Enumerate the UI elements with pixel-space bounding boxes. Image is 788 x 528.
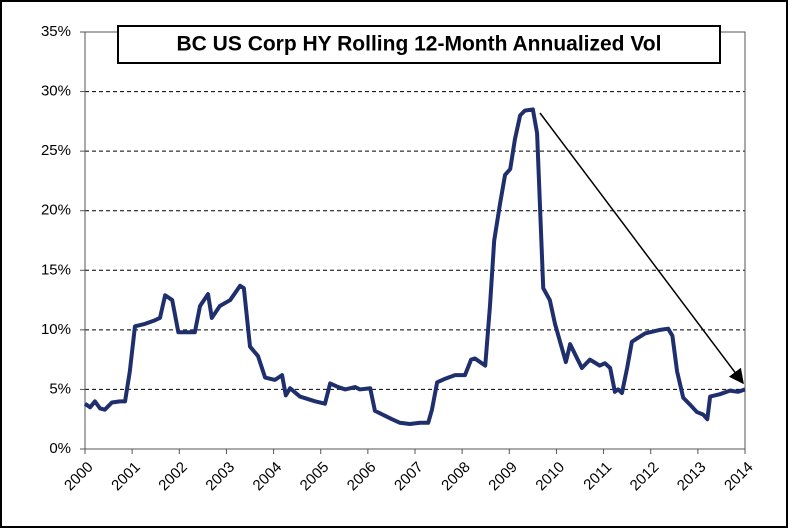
trend-arrow: [539, 112, 744, 385]
title-box: [117, 25, 721, 64]
y-tick-label: 0%: [49, 440, 71, 457]
y-tick-label: 35%: [41, 23, 71, 40]
chart-title: BC US Corp HY Rolling 12-Month Annualize…: [177, 33, 662, 56]
marks: [83, 107, 746, 426]
y-tick-label: 10%: [41, 321, 71, 338]
y-tick-label: 5%: [49, 380, 71, 397]
y-tick-label: 20%: [41, 202, 71, 219]
y-tick-label: 15%: [41, 261, 71, 278]
y-tick-label: 25%: [41, 142, 71, 159]
data-line: [83, 107, 746, 426]
y-tick-label: 30%: [41, 83, 71, 100]
